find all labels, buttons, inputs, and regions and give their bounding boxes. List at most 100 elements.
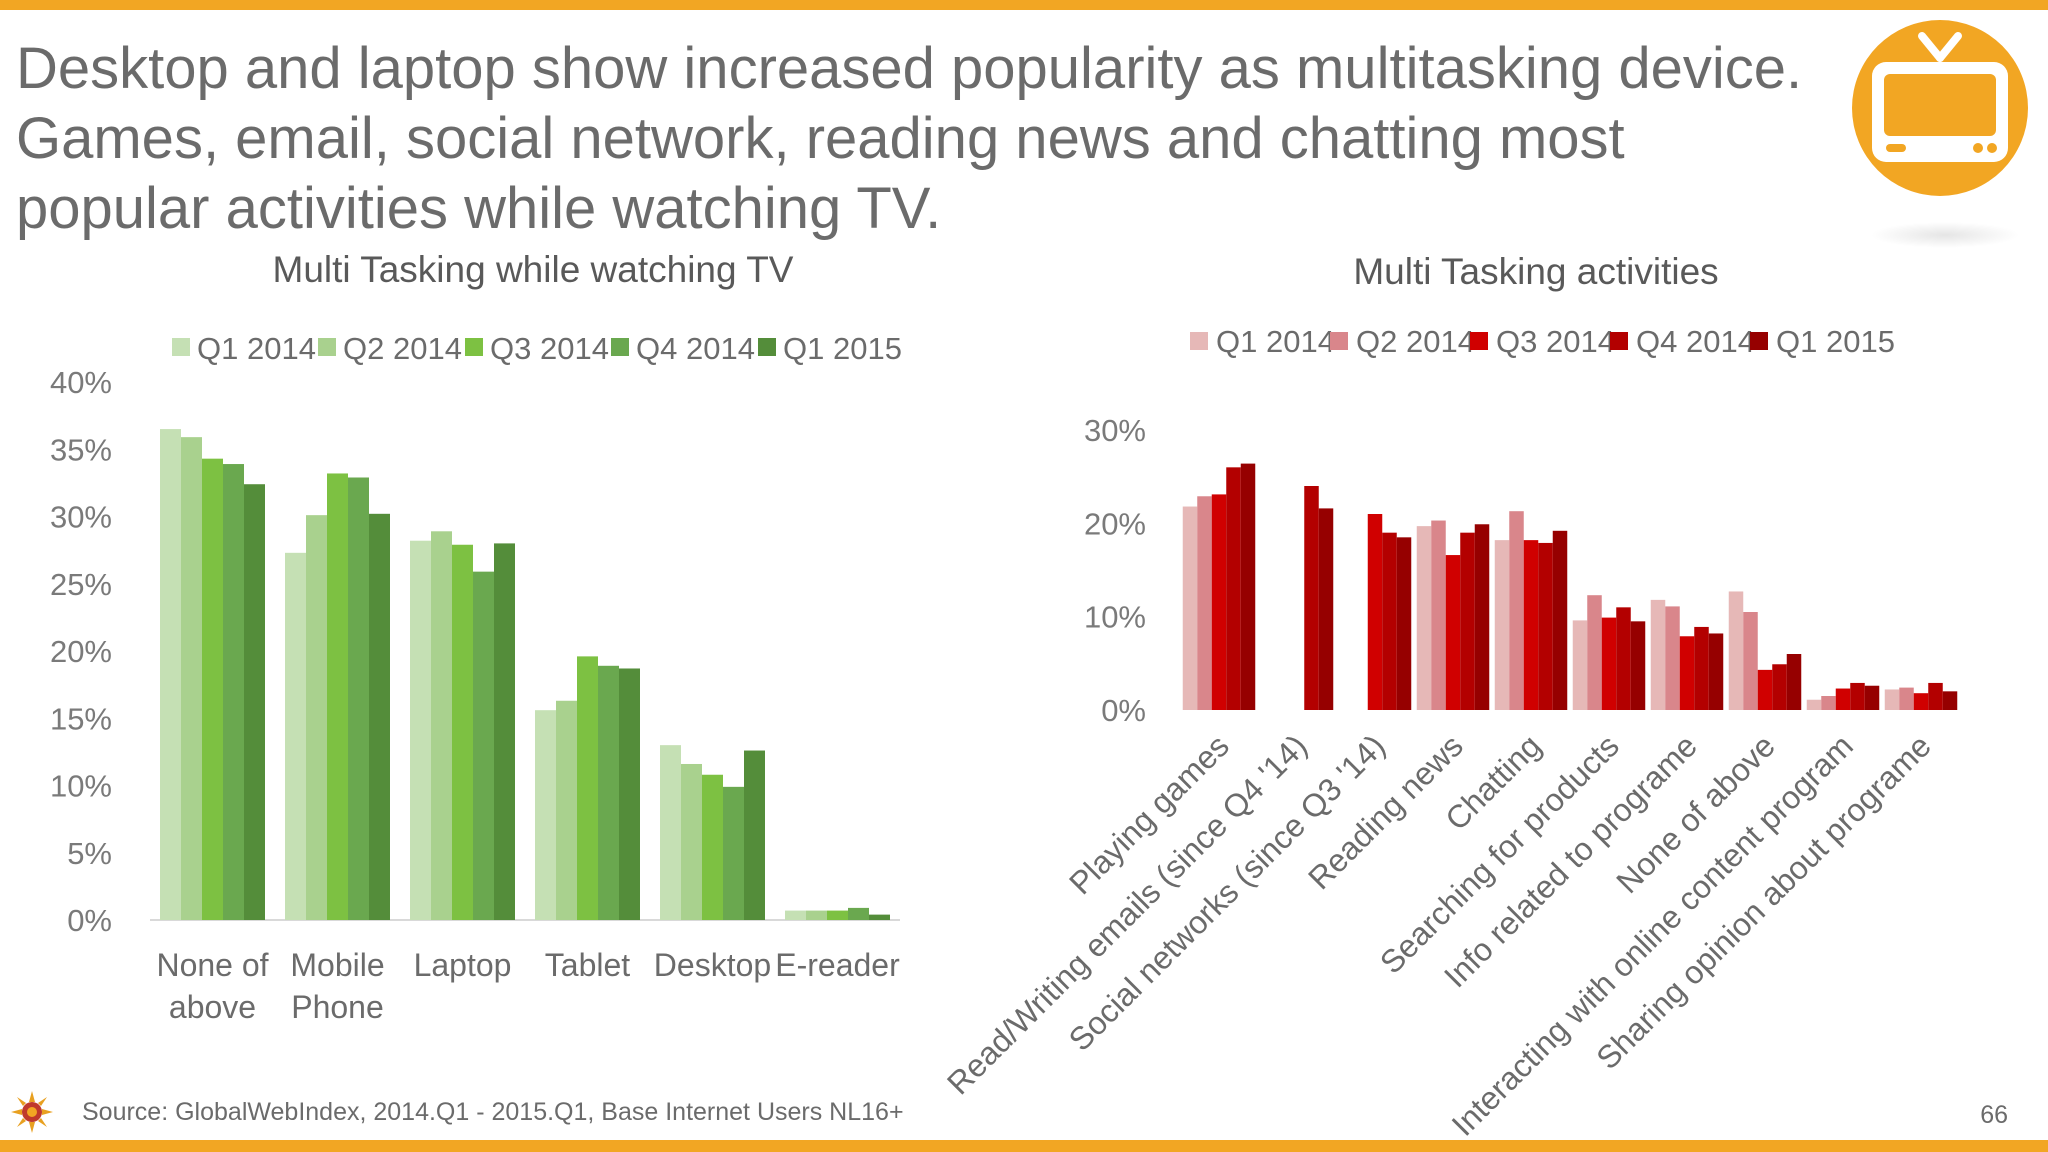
right-bar <box>1665 606 1680 710</box>
right-bar <box>1572 620 1588 710</box>
right-bar <box>1382 532 1397 710</box>
left-bar <box>848 907 869 920</box>
right-legend-label: Q2 2014 <box>1356 324 1475 359</box>
left-bar <box>181 437 202 920</box>
left-bar <box>681 763 702 920</box>
right-bar <box>1523 540 1539 710</box>
right-bar <box>1197 496 1212 710</box>
left-bar <box>577 656 598 920</box>
page-number: 66 <box>1980 1101 2008 1129</box>
left-legend-swatch <box>465 338 483 356</box>
left-category-label: above <box>169 989 256 1025</box>
left-bar <box>306 515 327 920</box>
right-bar <box>1396 537 1412 710</box>
right-bar <box>1494 540 1510 710</box>
right-legend-swatch <box>1750 332 1768 350</box>
slide-headline: Desktop and laptop show increased popula… <box>16 36 1803 241</box>
right-bar <box>1786 654 1802 710</box>
right-bar <box>1226 467 1241 710</box>
left-y-tick-label: 20% <box>50 634 112 669</box>
left-bar <box>369 513 390 920</box>
multitasking-activities-chart: Multi Tasking activities Q1 2014 Q2 2014 Q… <box>940 251 1958 1143</box>
right-bar <box>1650 599 1666 710</box>
left-y-tick-label: 35% <box>50 432 112 467</box>
right-legend-label: Q1 2014 <box>1216 324 1335 359</box>
right-bar <box>1587 595 1602 710</box>
left-bar <box>723 786 744 920</box>
left-bar <box>598 665 619 920</box>
left-bar <box>202 458 223 920</box>
right-bar <box>1913 693 1929 710</box>
left-category-label: Mobile <box>290 947 384 983</box>
right-bar <box>1835 688 1851 710</box>
right-bar <box>1367 514 1383 710</box>
left-legend-swatch <box>758 338 776 356</box>
right-bar <box>1743 612 1758 710</box>
right-bar <box>1445 555 1461 710</box>
left-bar <box>473 571 494 920</box>
left-y-tick-label: 15% <box>50 701 112 736</box>
right-bar <box>1679 636 1695 710</box>
left-legend-label: Q1 2014 <box>197 331 316 366</box>
right-bar <box>1509 511 1524 710</box>
right-bar <box>1864 685 1880 710</box>
right-bar <box>1538 542 1553 710</box>
right-bar <box>1728 591 1744 710</box>
left-y-tick-label: 40% <box>50 365 112 400</box>
left-bar <box>327 473 348 920</box>
right-bar <box>1601 617 1617 710</box>
left-category-label: None of <box>156 947 268 983</box>
left-category-label: Desktop <box>654 947 771 983</box>
right-category-label: Read/Writing emails (since Q4 '14) <box>940 727 1314 1101</box>
right-bar <box>1474 524 1490 710</box>
right-bar <box>1318 508 1334 710</box>
left-bar <box>410 540 431 920</box>
right-legend-label: Q4 2014 <box>1636 324 1755 359</box>
left-bar <box>827 910 848 920</box>
right-category-label: Social networks (since Q3 '14) <box>1062 727 1392 1057</box>
bottom-accent-bar <box>0 1140 2048 1152</box>
right-bar <box>1431 520 1446 710</box>
left-category-label: Phone <box>291 989 384 1025</box>
right-bar <box>1821 696 1836 710</box>
left-legend-label: Q4 2014 <box>636 331 755 366</box>
right-bar <box>1630 621 1646 710</box>
top-accent-bar <box>0 0 2048 10</box>
left-bar <box>660 745 681 920</box>
right-bar <box>1304 486 1319 710</box>
left-bar <box>452 544 473 920</box>
left-y-tick-label: 0% <box>67 903 112 938</box>
left-chart-title: Multi Tasking while watching TV <box>273 249 794 290</box>
left-bar <box>785 910 806 920</box>
left-legend-label: Q3 2014 <box>490 331 609 366</box>
left-legend-swatch <box>611 338 629 356</box>
left-bar <box>744 750 765 920</box>
left-bar <box>619 668 640 920</box>
right-bar <box>1616 607 1631 710</box>
right-bar <box>1850 682 1865 710</box>
left-y-tick-label: 25% <box>50 567 112 602</box>
right-legend-swatch <box>1610 332 1628 350</box>
right-chart-title: Multi Tasking activities <box>1353 251 1718 292</box>
left-bar <box>160 429 181 920</box>
right-bar <box>1757 669 1773 710</box>
right-y-tick-label: 10% <box>1084 600 1146 635</box>
right-bar <box>1416 526 1432 710</box>
left-bar <box>494 543 515 920</box>
right-bar <box>1806 699 1822 710</box>
left-category-label: Tablet <box>545 947 631 983</box>
left-bar <box>806 910 827 920</box>
right-bar <box>1552 530 1568 710</box>
right-legend-swatch <box>1330 332 1348 350</box>
left-bar <box>431 531 452 920</box>
left-y-tick-label: 10% <box>50 769 112 804</box>
right-bar <box>1182 506 1198 710</box>
left-bar <box>244 484 265 920</box>
source-note: Source: GlobalWebIndex, 2014.Q1 - 2015.Q… <box>82 1098 904 1126</box>
right-bar <box>1708 633 1724 710</box>
right-bar <box>1211 494 1227 710</box>
right-legend-label: Q1 2015 <box>1776 324 1895 359</box>
right-legend-swatch <box>1190 332 1208 350</box>
left-bar <box>869 914 890 920</box>
